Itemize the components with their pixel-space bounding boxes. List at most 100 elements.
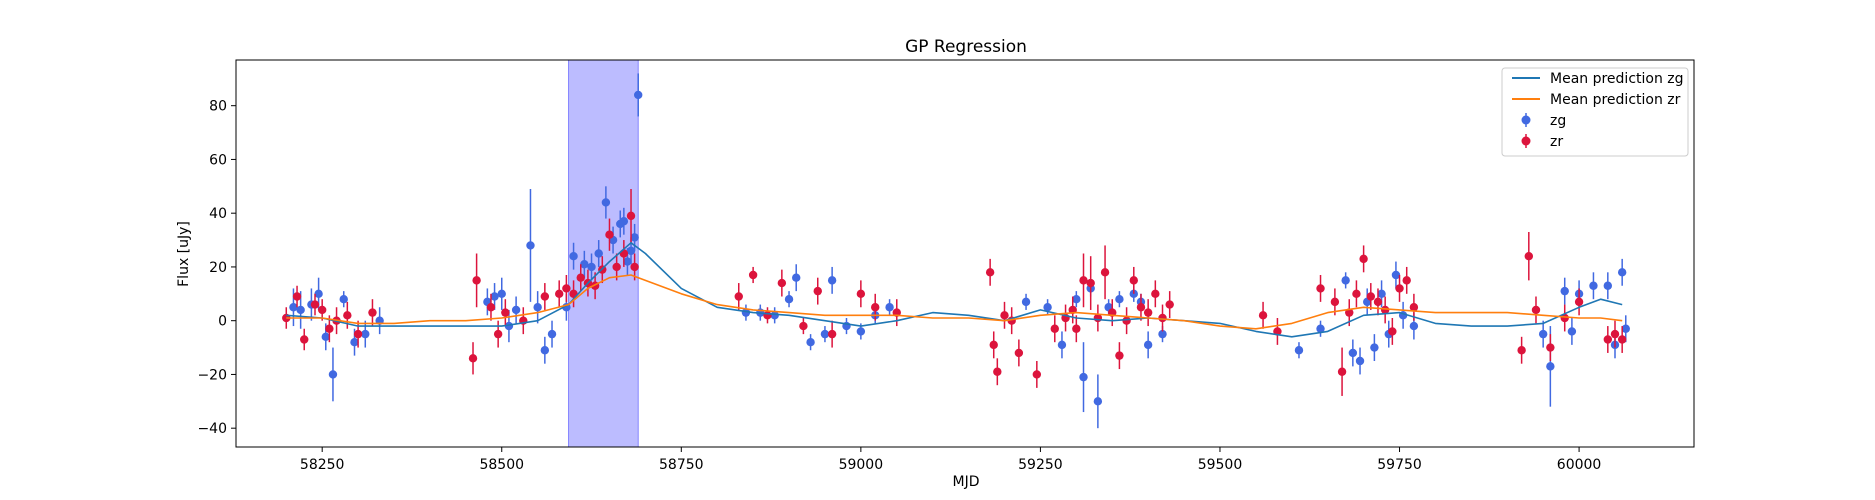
marker bbox=[1402, 276, 1411, 285]
data-point-zr bbox=[486, 293, 496, 321]
y-tick-label: 20 bbox=[209, 260, 227, 276]
marker bbox=[1409, 303, 1419, 312]
data-point-zg bbox=[634, 73, 643, 117]
marker bbox=[1391, 270, 1401, 280]
marker bbox=[763, 311, 772, 320]
marker bbox=[1316, 324, 1325, 333]
marker bbox=[317, 305, 327, 315]
marker bbox=[1388, 327, 1397, 336]
data-point-zr bbox=[576, 264, 585, 292]
marker bbox=[619, 217, 629, 226]
data-point-zg bbox=[569, 242, 578, 270]
marker bbox=[1093, 397, 1103, 406]
marker bbox=[343, 311, 352, 320]
marker bbox=[1377, 289, 1386, 299]
marker bbox=[1158, 329, 1167, 339]
data-point-zr bbox=[310, 293, 320, 316]
marker bbox=[1355, 356, 1365, 366]
marker bbox=[501, 308, 510, 317]
marker bbox=[777, 278, 787, 288]
data-point-zr bbox=[468, 342, 478, 375]
data-point-zr bbox=[317, 299, 327, 321]
marker bbox=[1021, 297, 1031, 307]
data-point-zr bbox=[1165, 291, 1174, 318]
marker bbox=[540, 346, 550, 355]
marker bbox=[626, 211, 636, 221]
marker bbox=[806, 337, 815, 347]
marker bbox=[368, 308, 377, 317]
marker bbox=[1158, 313, 1167, 323]
marker bbox=[547, 329, 557, 339]
marker bbox=[1050, 324, 1059, 333]
data-point-zr bbox=[472, 253, 481, 308]
legend-box bbox=[1501, 67, 1689, 157]
marker bbox=[827, 329, 837, 339]
marker bbox=[1359, 254, 1368, 264]
marker bbox=[468, 354, 478, 363]
y-tick-label: 80 bbox=[209, 99, 227, 115]
marker bbox=[770, 311, 779, 320]
data-point-zg bbox=[1538, 320, 1548, 348]
marker bbox=[1341, 276, 1350, 285]
marker bbox=[361, 329, 370, 339]
data-point-zr bbox=[292, 285, 302, 308]
marker bbox=[1589, 281, 1598, 290]
data-point-zr bbox=[1560, 304, 1569, 332]
data-point-zr bbox=[1337, 347, 1347, 396]
data-point-zg bbox=[820, 326, 830, 343]
marker bbox=[1143, 308, 1153, 317]
data-point-zg bbox=[526, 189, 535, 302]
marker bbox=[871, 303, 880, 312]
marker bbox=[490, 292, 499, 301]
legend: Mean prediction zg Mean prediction zr zg… bbox=[1501, 67, 1689, 157]
data-point-zr bbox=[1115, 342, 1124, 370]
marker bbox=[486, 303, 496, 312]
data-point-zr bbox=[1258, 301, 1268, 329]
data-point-zg bbox=[540, 336, 550, 364]
x-tick-label: 58750 bbox=[659, 457, 704, 473]
marker bbox=[989, 340, 998, 350]
data-point-zg bbox=[547, 320, 557, 348]
marker bbox=[1014, 348, 1024, 358]
legend-label-zg: zg bbox=[1550, 113, 1566, 129]
axes-frame bbox=[235, 59, 1695, 448]
marker bbox=[472, 276, 481, 285]
marker bbox=[1603, 281, 1613, 290]
data-point-zg bbox=[361, 320, 370, 348]
marker bbox=[885, 303, 894, 312]
marker bbox=[1395, 284, 1404, 293]
data-point-zr bbox=[1079, 253, 1088, 308]
marker bbox=[1316, 284, 1325, 293]
data-point-zr bbox=[626, 189, 636, 243]
marker bbox=[856, 289, 866, 299]
data-point-zr bbox=[555, 280, 564, 308]
marker bbox=[353, 329, 363, 339]
marker bbox=[296, 305, 305, 315]
marker bbox=[1294, 346, 1304, 355]
data-point-zr bbox=[1395, 275, 1404, 302]
marker bbox=[1366, 292, 1375, 301]
data-point-zg bbox=[1603, 272, 1613, 300]
data-point-zr bbox=[799, 318, 808, 335]
data-point-zg bbox=[1370, 334, 1379, 361]
data-point-zr bbox=[1610, 320, 1620, 348]
marker bbox=[792, 273, 801, 282]
marker bbox=[1136, 303, 1146, 312]
marker bbox=[1380, 305, 1390, 315]
data-point-zr bbox=[368, 299, 377, 327]
marker bbox=[1330, 297, 1340, 307]
legend-label-zr: zr bbox=[1550, 134, 1563, 150]
marker bbox=[827, 276, 837, 285]
plot-area: 58250 58500 58750 59000 59250 59500 59750 60000… bbox=[197, 59, 1695, 473]
marker bbox=[1348, 348, 1358, 358]
marker bbox=[1373, 297, 1383, 307]
marker bbox=[1032, 370, 1042, 379]
marker bbox=[612, 262, 621, 272]
marker bbox=[1258, 311, 1268, 320]
marker bbox=[580, 260, 589, 269]
marker bbox=[799, 321, 808, 331]
data-point-zr bbox=[1136, 293, 1146, 321]
marker bbox=[1000, 311, 1009, 320]
marker bbox=[1617, 335, 1627, 344]
marker bbox=[1129, 276, 1138, 285]
